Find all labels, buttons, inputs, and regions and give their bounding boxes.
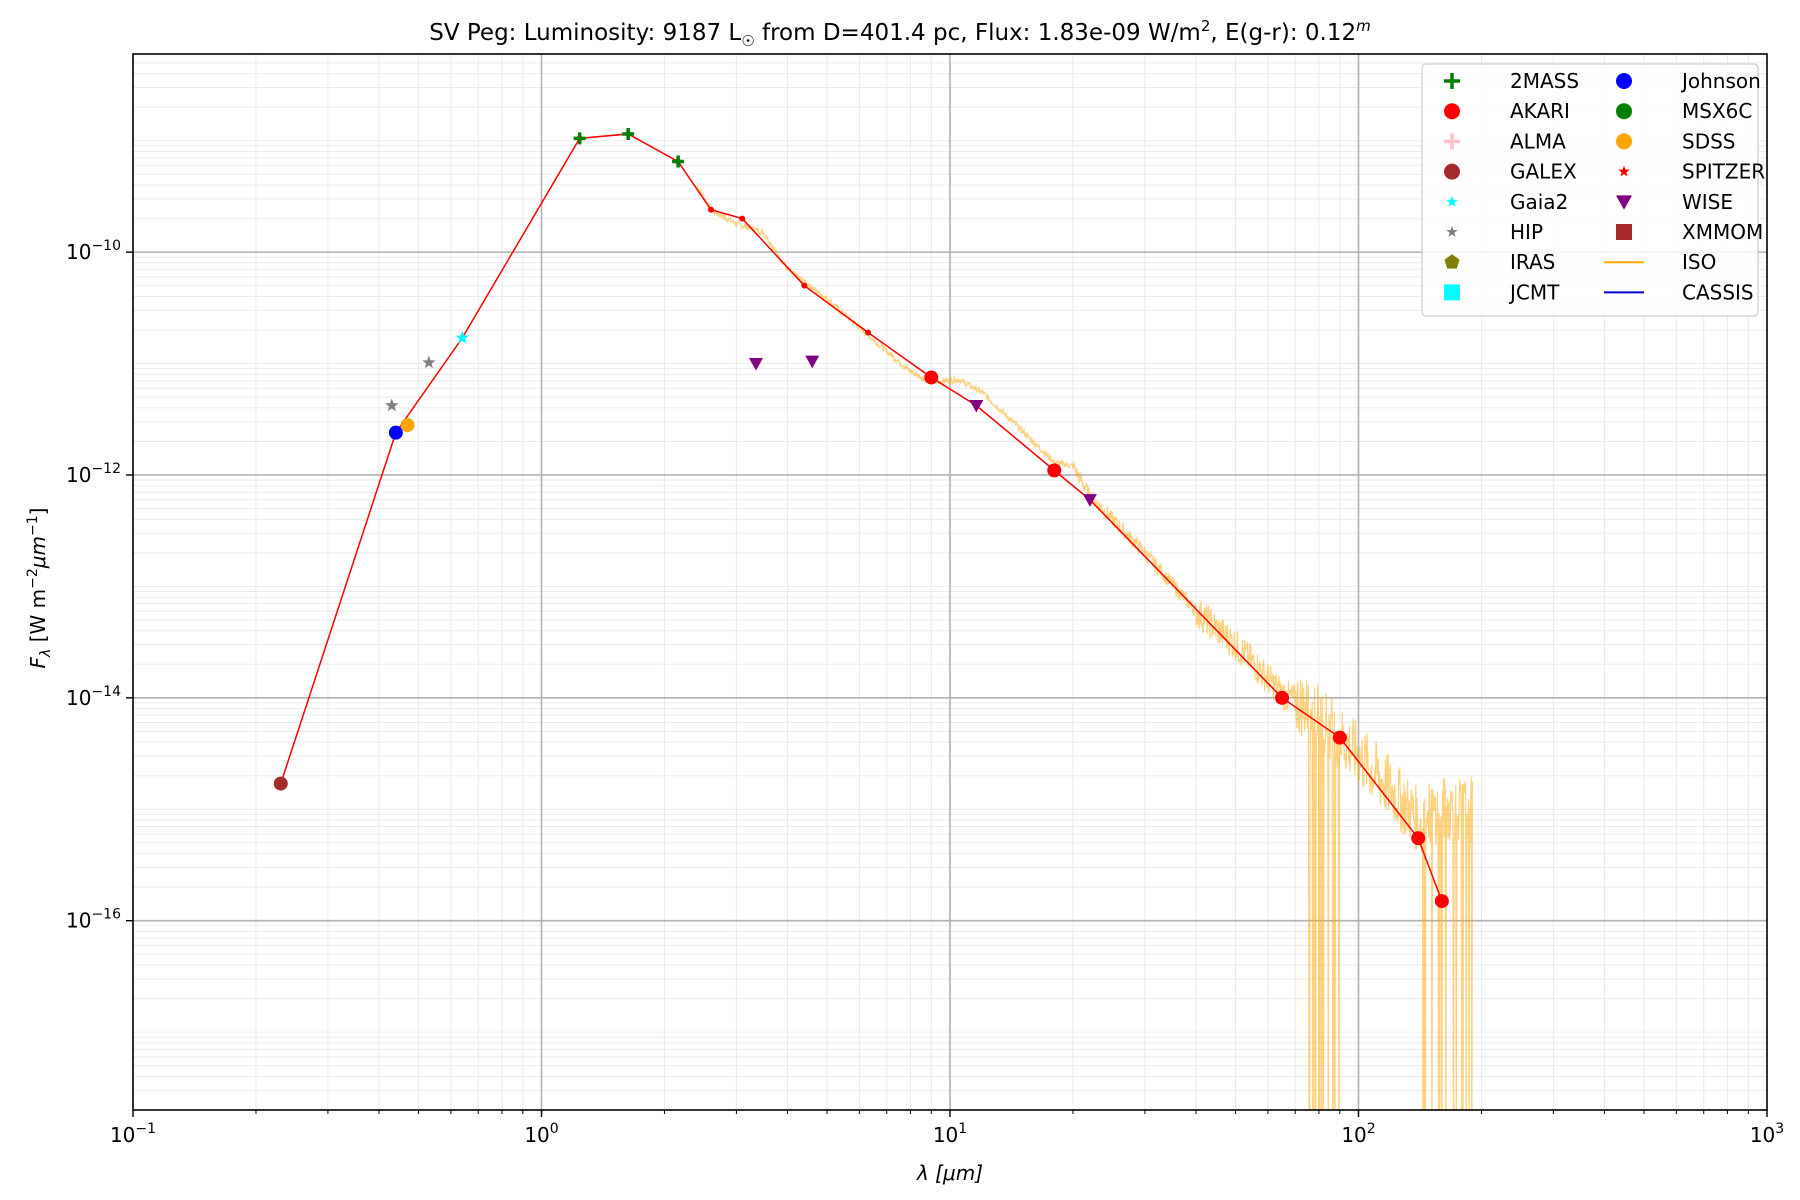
y-tick-label: 10−12 xyxy=(66,461,121,487)
title-object: SV Peg: xyxy=(429,20,516,46)
gaia2-data-point xyxy=(455,330,469,344)
model-sed-point xyxy=(865,329,872,336)
2mass-data-point xyxy=(573,132,586,145)
legend-label-hip: HIP xyxy=(1510,220,1543,244)
legend-label-wise: WISE xyxy=(1682,190,1733,214)
x-tick-label: 100 xyxy=(524,1121,558,1147)
x-tick-label: 102 xyxy=(1341,1121,1375,1147)
x-tick-label: 103 xyxy=(1750,1121,1784,1147)
plot-area: 10−1 100 101 102 103 10−16 10−14 10−12 10−10 xyxy=(66,53,1784,1147)
hip-data-point xyxy=(422,355,436,369)
2mass-data-point xyxy=(622,127,635,140)
model-sed-point xyxy=(801,282,808,289)
chart-title: SV Peg: Luminosity: 9187 L☉ from D=401.4… xyxy=(429,17,1371,50)
title-luminosity: Luminosity: 9187 L xyxy=(524,20,742,46)
legend-marker-johnson xyxy=(1616,73,1632,89)
y-tick-label: 10−10 xyxy=(66,238,121,264)
x-tick-label: 10−1 xyxy=(110,1121,156,1147)
x-tick-label: 101 xyxy=(933,1121,967,1147)
legend-label-akari: AKARI xyxy=(1510,99,1570,123)
legend: 2MASS AKARI ALMA GALEX Gaia2 HIP IRAS JCMT Johns… xyxy=(1421,63,1765,317)
legend-label-iras: IRAS xyxy=(1510,250,1555,274)
legend-marker-gaia2 xyxy=(1446,195,1458,207)
y-axis-label: Fλ [W m−2μm−1] xyxy=(25,508,54,669)
akari-data-point xyxy=(1332,730,1347,745)
legend-marker-sdss xyxy=(1616,133,1632,150)
legend-marker-jcmt xyxy=(1444,284,1460,301)
legend-marker-akari xyxy=(1444,103,1460,120)
legend-label-jcmt: JCMT xyxy=(1508,280,1560,304)
iso-spectrum-line xyxy=(696,184,1474,1110)
wise-data-point xyxy=(1082,494,1097,507)
y-tick-label: 10−14 xyxy=(66,684,121,710)
legend-label-gaia2: Gaia2 xyxy=(1510,190,1568,214)
legend-marker-alma xyxy=(1444,133,1460,150)
model-sed-point xyxy=(739,215,746,222)
legend-label-cassis: CASSIS xyxy=(1682,280,1754,304)
wise-data-point xyxy=(748,357,763,371)
legend-marker-iras xyxy=(1444,254,1460,269)
akari-data-point xyxy=(1047,463,1062,478)
model-sed-line xyxy=(280,133,1443,902)
legend-marker-spitzer xyxy=(1618,165,1630,177)
model-sed-point xyxy=(708,206,715,213)
legend-label-2mass: 2MASS xyxy=(1510,69,1579,93)
legend-label-alma: ALMA xyxy=(1510,129,1566,153)
legend-marker-wise xyxy=(1616,195,1632,210)
legend-marker-xmmom xyxy=(1616,224,1632,240)
title-extinction: , E(g-r): 0.12 xyxy=(1210,20,1356,46)
akari-data-point xyxy=(924,370,939,385)
legend-label-iso: ISO xyxy=(1682,250,1716,274)
title-distance-flux: from D=401.4 pc, Flux: 1.83e-09 W/m xyxy=(755,20,1201,46)
legend-label-sdss: SDSS xyxy=(1682,129,1736,153)
akari-data-point xyxy=(1275,690,1290,705)
hip-data-point xyxy=(385,398,399,412)
johnson-data-point xyxy=(388,425,403,440)
legend-label-xmmom: XMMOM xyxy=(1682,220,1763,244)
title-sq-superscript: 2 xyxy=(1201,17,1211,35)
legend-label-galex: GALEX xyxy=(1510,160,1577,184)
2mass-data-point xyxy=(672,155,685,168)
sdss-data-point xyxy=(400,418,415,433)
x-axis-label: λ [μm] xyxy=(916,1161,983,1185)
legend-label-johnson: Johnson xyxy=(1680,69,1761,93)
legend-box xyxy=(1421,63,1759,317)
legend-label-msx6c: MSX6C xyxy=(1682,99,1752,123)
title-sun-symbol: ☉ xyxy=(741,32,754,50)
y-tick-label: 10−16 xyxy=(66,907,121,933)
legend-marker-2mass xyxy=(1444,73,1460,89)
legend-marker-msx6c xyxy=(1616,103,1632,120)
legend-marker-hip xyxy=(1446,226,1458,237)
wise-data-point xyxy=(969,399,984,413)
title-m-superscript: m xyxy=(1356,17,1371,35)
akari-data-point xyxy=(1434,894,1449,909)
legend-label-spitzer: SPITZER xyxy=(1682,160,1765,184)
wise-data-point xyxy=(805,355,820,369)
akari-data-point xyxy=(1411,831,1426,846)
galex-data-point xyxy=(273,776,288,791)
legend-marker-galex xyxy=(1444,163,1460,180)
